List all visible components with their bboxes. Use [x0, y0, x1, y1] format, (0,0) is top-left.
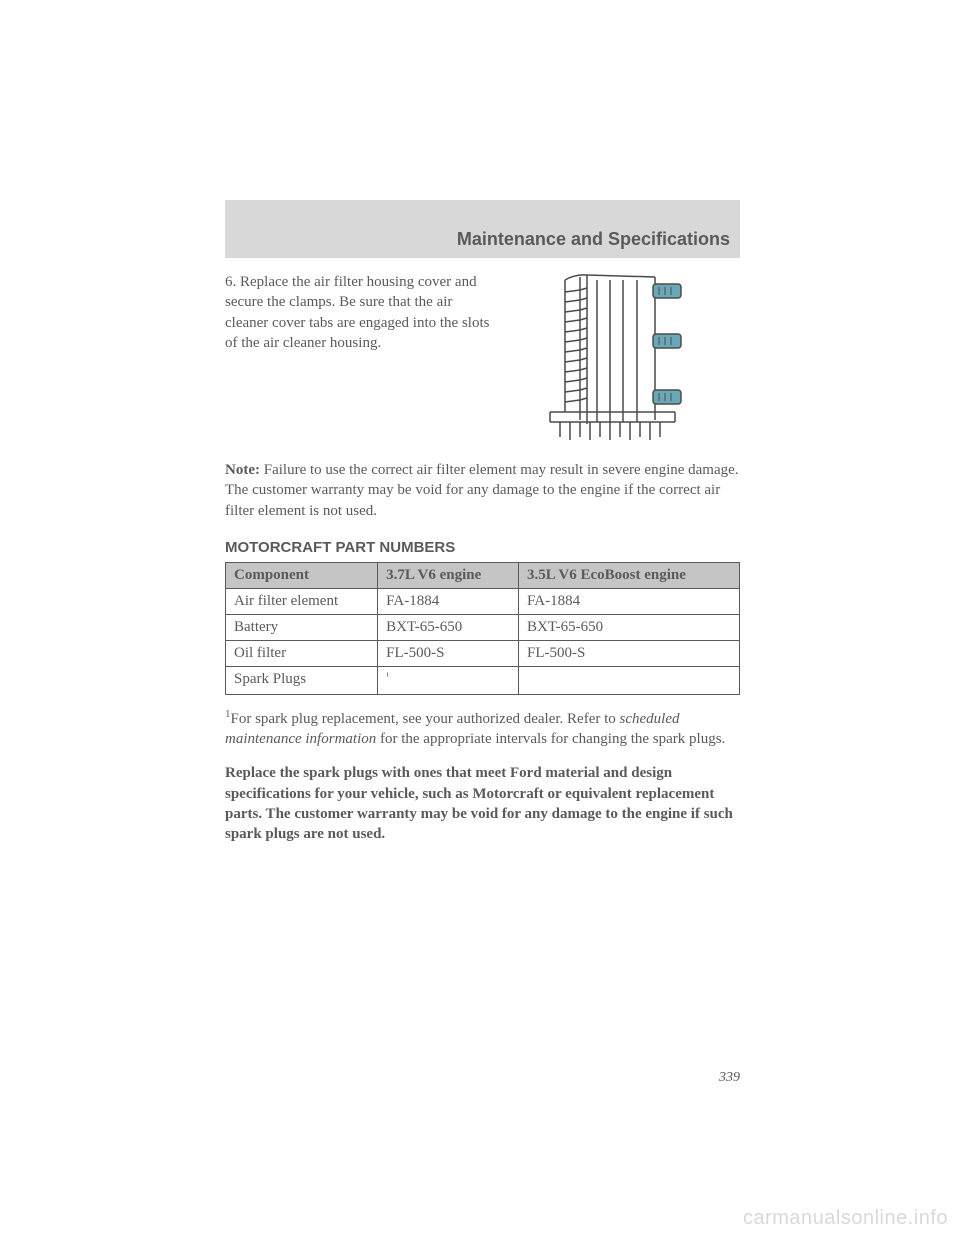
note-label: Note: — [225, 462, 260, 478]
col-35l: 3.5L V6 EcoBoost engine — [519, 562, 740, 588]
parts-heading: MOTORCRAFT PART NUMBERS — [225, 539, 740, 556]
step-6-text: 6. Replace the air filter housing cover … — [225, 272, 495, 442]
table-header-row: Component 3.7L V6 engine 3.5L V6 EcoBoos… — [226, 562, 740, 588]
footnote-lead: For spark plug replacement, see your aut… — [231, 711, 620, 727]
watermark: carmanualsonline.info — [743, 1207, 948, 1230]
parts-table: Component 3.7L V6 engine 3.5L V6 EcoBoos… — [225, 562, 740, 695]
spark-plugs-footnote-ref: ¹ — [386, 671, 389, 682]
table-row: Spark Plugs ¹ — [226, 666, 740, 694]
header-band: Maintenance and Specifications — [225, 200, 740, 258]
page-number: 339 — [719, 1070, 740, 1086]
step-row: 6. Replace the air filter housing cover … — [225, 272, 740, 442]
note-paragraph: Note: Failure to use the correct air fil… — [225, 460, 740, 521]
page-content: Maintenance and Specifications 6. Replac… — [225, 200, 740, 844]
table-row: Air filter element FA-1884 FA-1884 — [226, 588, 740, 614]
note-text: Failure to use the correct air filter el… — [225, 462, 739, 519]
table-row: Battery BXT-65-650 BXT-65-650 — [226, 614, 740, 640]
footnote: 1For spark plug replacement, see your au… — [225, 707, 740, 750]
footnote-tail: for the appropriate intervals for changi… — [376, 731, 725, 747]
col-component: Component — [226, 562, 378, 588]
col-37l: 3.7L V6 engine — [378, 562, 519, 588]
page-section-title: Maintenance and Specifications — [457, 229, 730, 250]
air-filter-diagram — [515, 272, 705, 442]
spark-plug-warning: Replace the spark plugs with ones that m… — [225, 763, 740, 844]
table-row: Oil filter FL-500-S FL-500-S — [226, 640, 740, 666]
